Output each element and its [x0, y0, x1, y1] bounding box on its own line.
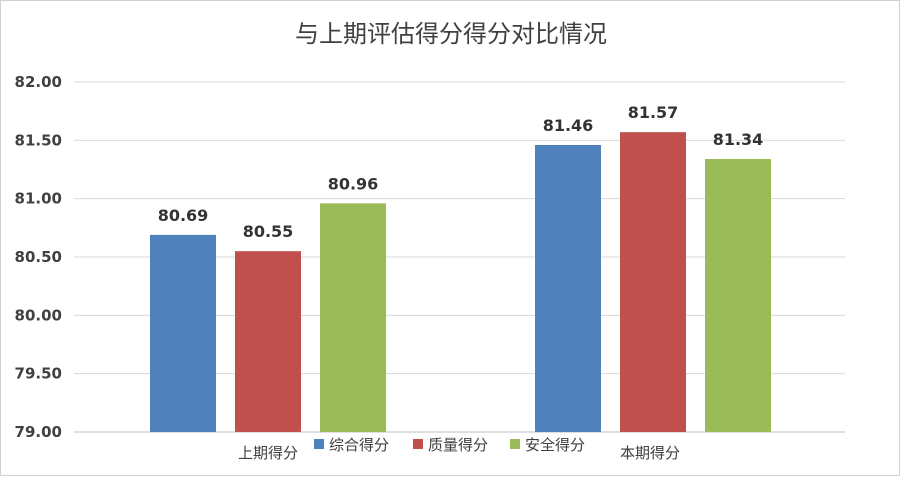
y-tick-label: 79.50	[15, 365, 62, 383]
legend-swatch	[413, 439, 423, 449]
legend-label: 综合得分	[329, 436, 389, 454]
data-label: 81.34	[713, 130, 764, 149]
y-tick-label: 80.00	[15, 306, 62, 324]
data-label: 81.46	[543, 116, 594, 135]
x-category-label: 本期得分	[620, 444, 680, 462]
legend-swatch	[510, 439, 520, 449]
legend: 综合得分 质量得分 安全得分	[314, 436, 585, 454]
x-axis-categories: 上期得分 本期得分	[238, 444, 680, 462]
chart-title: 与上期评估得分得分对比情况	[295, 20, 607, 48]
bar	[620, 132, 686, 432]
data-label: 81.57	[628, 103, 679, 122]
bar	[320, 203, 386, 432]
y-tick-label: 82.00	[15, 73, 62, 91]
y-tick-label: 81.50	[15, 131, 62, 149]
data-label: 80.96	[328, 174, 379, 193]
bar	[535, 145, 601, 432]
legend-label: 安全得分	[525, 436, 585, 454]
y-tick-label: 79.00	[15, 423, 62, 441]
bar	[150, 234, 216, 432]
y-axis-ticks: 79.00 79.50 80.00 80.50 81.00 81.50 82.00	[15, 73, 62, 441]
legend-swatch	[314, 439, 324, 449]
bars	[150, 132, 771, 432]
legend-label: 质量得分	[428, 436, 488, 454]
bar	[705, 159, 771, 432]
bar	[235, 251, 301, 432]
x-category-label: 上期得分	[238, 444, 298, 462]
y-tick-label: 81.00	[15, 190, 62, 208]
data-labels: 80.69 80.55 80.96 81.46 81.57 81.34	[158, 103, 764, 241]
data-label: 80.69	[158, 206, 209, 225]
data-label: 80.55	[243, 222, 294, 241]
y-tick-label: 80.50	[15, 248, 62, 266]
